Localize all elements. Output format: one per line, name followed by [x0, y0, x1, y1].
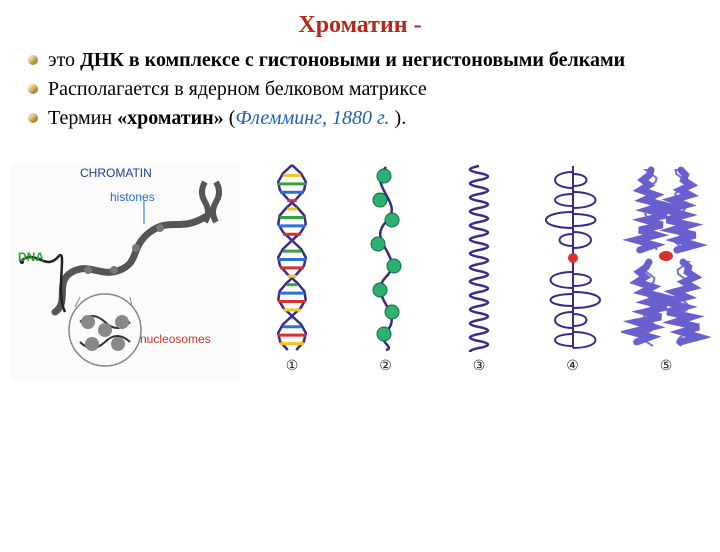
stage-4: ④	[529, 162, 617, 375]
stage-2: ②	[342, 162, 430, 375]
fiber-icon	[444, 162, 514, 352]
condensation-stages: ① ② ③ ④ ⑤	[248, 162, 710, 383]
label-histones: histones	[110, 190, 155, 204]
line-1: это ДНК в комплексе с гистоновыми и неги…	[48, 47, 625, 74]
stage-num-2: ②	[379, 358, 392, 375]
stage-5: ⑤	[622, 162, 710, 375]
stage-3: ③	[435, 162, 523, 375]
helix-icon	[262, 162, 322, 352]
label-chromatin: CHROMATIN	[80, 166, 152, 180]
beads-icon	[356, 162, 416, 352]
label-nucleosomes: nucleosomes	[140, 332, 211, 346]
bullet-icon	[28, 55, 38, 65]
page-title: Хроматин -	[0, 12, 720, 39]
bullet-row-2: Располагается в ядерном белковом матрикс…	[28, 76, 692, 103]
line-3: Термин «хроматин» (Флемминг, 1880 г. ).	[48, 105, 406, 132]
label-dna: DNA	[18, 250, 44, 264]
chromosome-icon	[621, 162, 711, 352]
stage-num-3: ③	[473, 358, 486, 375]
line-2: Располагается в ядерном белковом матрикс…	[48, 76, 427, 103]
bullet-icon	[28, 113, 38, 123]
chromatin-sketch: CHROMATIN histones DNA nucleosomes	[10, 162, 240, 382]
text-block: это ДНК в комплексе с гистоновыми и неги…	[0, 47, 720, 132]
stage-num-1: ①	[286, 358, 299, 375]
bullet-row-3: Термин «хроматин» (Флемминг, 1880 г. ).	[28, 105, 692, 132]
stage-num-5: ⑤	[660, 358, 673, 375]
bullet-icon	[28, 84, 38, 94]
bullet-row-1: это ДНК в комплексе с гистоновыми и неги…	[28, 47, 692, 74]
diagram-area: CHROMATIN histones DNA nucleosomes	[0, 162, 720, 383]
stage-num-4: ④	[566, 358, 579, 375]
loops-icon	[531, 162, 615, 352]
stage-1: ①	[248, 162, 336, 375]
